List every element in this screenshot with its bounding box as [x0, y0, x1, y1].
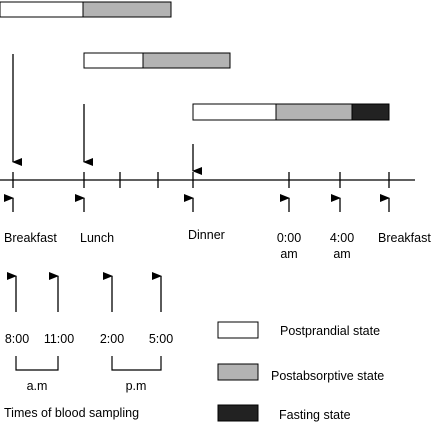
dinner-postprandial-segment: [192, 103, 277, 121]
midnight-time-label: 0:00: [277, 231, 301, 245]
dinner-state-bar: [192, 103, 390, 121]
sampling-time-label: 8:00: [5, 332, 29, 346]
legend-postprandial-label: Postprandial state: [280, 324, 380, 338]
sampling-time-label: 2:00: [100, 332, 124, 346]
dinner-postabsorptive-segment: [275, 103, 353, 121]
dinner-fasting-segment: [351, 103, 390, 121]
breakfast-postprandial-segment: [0, 1, 84, 18]
event-up-arrows: [4, 194, 390, 212]
sampling-arrows: [7, 272, 162, 312]
legend: Postprandial state Postabsorptive state …: [217, 321, 384, 422]
legend-fasting-swatch: [217, 404, 259, 422]
sampling-time-label: 5:00: [149, 332, 173, 346]
breakfast-postabsorptive-segment: [82, 1, 172, 18]
lunch-postabsorptive-segment: [142, 52, 231, 69]
pm-bracket: [111, 356, 162, 371]
breakfast-label: Breakfast: [4, 231, 57, 245]
am-label: a.m: [27, 379, 48, 393]
sampling-time-label: 11:00: [44, 332, 74, 346]
legend-postabsorptive-swatch: [217, 363, 259, 381]
legend-postabsorptive-label: Postabsorptive state: [271, 369, 384, 383]
timeline-ticks: [12, 172, 390, 188]
am-bracket: [15, 356, 59, 371]
four-am-time-label: 4:00: [330, 231, 354, 245]
next-breakfast-label: Breakfast: [378, 231, 431, 245]
midnight-period-label: am: [280, 247, 297, 261]
legend-postprandial-swatch: [217, 321, 259, 339]
four-am-period-label: am: [333, 247, 350, 261]
dinner-label: Dinner: [188, 228, 225, 242]
lunch-postprandial-segment: [83, 52, 144, 69]
breakfast-state-bar: [0, 1, 172, 18]
sampling-caption: Times of blood sampling: [4, 406, 139, 420]
legend-fasting-label: Fasting state: [279, 408, 351, 422]
lunch-label: Lunch: [80, 231, 114, 245]
pm-label: p.m: [126, 379, 147, 393]
lunch-state-bar: [83, 52, 231, 69]
